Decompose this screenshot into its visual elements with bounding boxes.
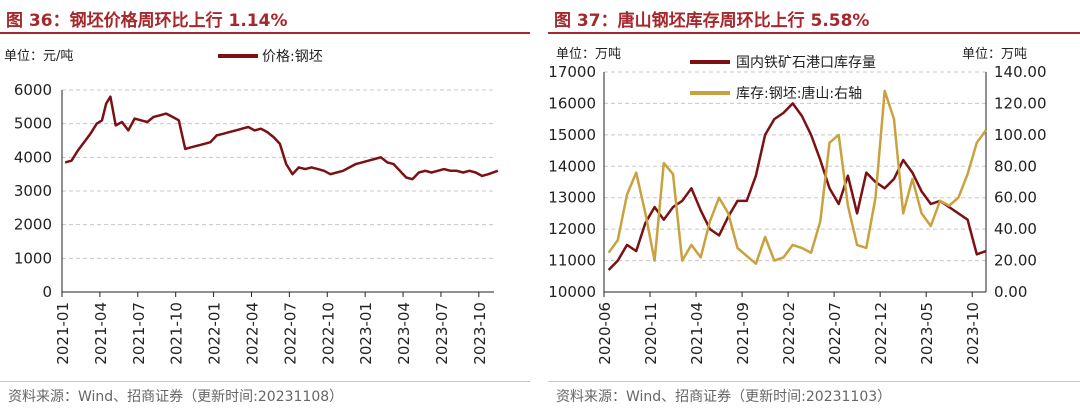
legend-label-ore: 国内铁矿石港口库存量: [736, 55, 876, 71]
x-tick-label: 2022-04: [243, 302, 261, 365]
y-axis-left-ticks: 10000 11000 12000 13000 14000 15000 16000 17000: [548, 63, 596, 301]
x-tick-label: 2023-01: [357, 302, 375, 365]
x-axis-ticks: 2021-01 2021-04 2021-07 2021-10 2022-01 2022-…: [54, 292, 489, 365]
x-axis-ticks: 2020-06 2020-11 2021-04 2021-09 2022-02 2022-…: [596, 292, 982, 365]
grid: [61, 89, 494, 293]
y-tick-label: 1000: [14, 249, 52, 267]
x-tick-label: 2020-11: [642, 302, 660, 365]
y-tick-label: 5000: [14, 115, 52, 133]
x-tick-label: 2021-07: [130, 302, 148, 365]
y-tick-label: 3000: [14, 182, 52, 200]
chart-panel-tangshan-inventory: 图 37：唐山钢坯库存周环比上行 5.58% 单位：万吨 单位：万吨 国内铁矿石…: [548, 0, 1080, 411]
y-left-tick-label: 14000: [548, 157, 596, 175]
y-axis-ticks: 0 1000 2000 3000 4000 5000 6000: [14, 81, 52, 301]
y-left-tick-label: 10000: [548, 283, 596, 301]
x-tick-label: 2022-07: [281, 302, 299, 365]
legend-label-billet: 库存:钢坯:唐山:右轴: [736, 85, 862, 102]
y-right-tick-label: 60.00: [994, 189, 1037, 207]
series-line-billet-inventory: [607, 89, 988, 265]
y-right-tick-label: 120.00: [994, 94, 1047, 112]
x-tick-label: 2022-07: [826, 302, 844, 365]
y-left-tick-label: 16000: [548, 94, 596, 112]
x-tick-label: 2021-10: [168, 302, 186, 365]
series-lines: [64, 95, 499, 181]
y-axis-right-ticks: 0.00 20.00 40.00 60.00 80.00 100.00 120.00 140.…: [994, 63, 1047, 301]
y-left-tick-label: 17000: [548, 63, 596, 81]
x-tick-label: 2021-04: [688, 302, 706, 365]
y-tick-label: 2000: [14, 216, 52, 234]
series-line-iron-ore-inventory: [607, 102, 987, 271]
x-tick-label: 2023-10: [964, 302, 982, 365]
y-right-tick-label: 100.00: [994, 126, 1047, 144]
x-tick-label: 2023-05: [918, 302, 936, 365]
legend-label-price: 价格:钢坯: [262, 49, 323, 65]
y-right-tick-label: 40.00: [994, 220, 1037, 238]
title-divider: [0, 32, 530, 34]
y-tick-label: 0: [42, 283, 52, 301]
y-left-tick-label: 12000: [548, 220, 596, 238]
x-tick-label: 2022-10: [319, 302, 337, 365]
inventory-chart-svg: 单位：万吨 单位：万吨 国内铁矿石港口库存量 库存:钢坯:唐山:右轴 10000…: [548, 47, 1047, 365]
x-tick-label: 2023-07: [433, 302, 451, 365]
series-lines: [607, 89, 988, 271]
y-right-tick-label: 80.00: [994, 157, 1037, 175]
y-left-tick-label: 15000: [548, 126, 596, 144]
unit-label: 单位：元/吨: [4, 49, 73, 64]
unit-label-right: 单位：万吨: [962, 47, 1027, 62]
y-tick-label: 6000: [14, 81, 52, 99]
x-tick-label: 2020-06: [596, 302, 614, 365]
x-tick-label: 2022-01: [206, 302, 224, 365]
y-right-tick-label: 20.00: [994, 252, 1037, 270]
x-tick-label: 2021-09: [734, 302, 752, 365]
y-tick-label: 4000: [14, 148, 52, 166]
x-tick-label: 2022-02: [780, 302, 798, 365]
x-tick-label: 2023-04: [395, 302, 413, 365]
chart-panel-steel-billet-price: 图 36：钢坯价格周环比上行 1.14% 单位：元/吨 价格:钢坯 0 1000 2…: [0, 0, 530, 411]
grid: [603, 71, 987, 293]
y-left-tick-label: 13000: [548, 189, 596, 207]
y-right-tick-label: 140.00: [994, 63, 1047, 81]
chart-title: 图 37：唐山钢坯库存周环比上行 5.58%: [554, 11, 870, 31]
price-chart-svg: 单位：元/吨 价格:钢坯 0 1000 2000 3000 4000 5000 6000 2…: [4, 49, 499, 365]
y-left-tick-label: 11000: [548, 252, 596, 270]
unit-label-left: 单位：万吨: [556, 47, 621, 62]
source-note: 资料来源：Wind、招商证券（更新时间:20231103）: [556, 389, 892, 405]
series-line-price: [64, 95, 499, 181]
x-tick-label: 2021-04: [92, 302, 110, 365]
title-divider: [548, 32, 1080, 34]
x-tick-label: 2022-12: [872, 302, 890, 365]
x-tick-label: 2023-10: [471, 302, 489, 365]
source-note: 资料来源：Wind、招商证券（更新时间:20231108）: [8, 389, 344, 405]
y-right-tick-label: 0.00: [994, 283, 1027, 301]
legend: 价格:钢坯: [218, 49, 323, 65]
source-divider: [0, 381, 530, 382]
chart-title: 图 36：钢坯价格周环比上行 1.14%: [6, 11, 288, 31]
x-tick-label: 2021-01: [54, 302, 72, 365]
legend: 国内铁矿石港口库存量 库存:钢坯:唐山:右轴: [690, 55, 876, 102]
source-divider: [548, 381, 1080, 382]
